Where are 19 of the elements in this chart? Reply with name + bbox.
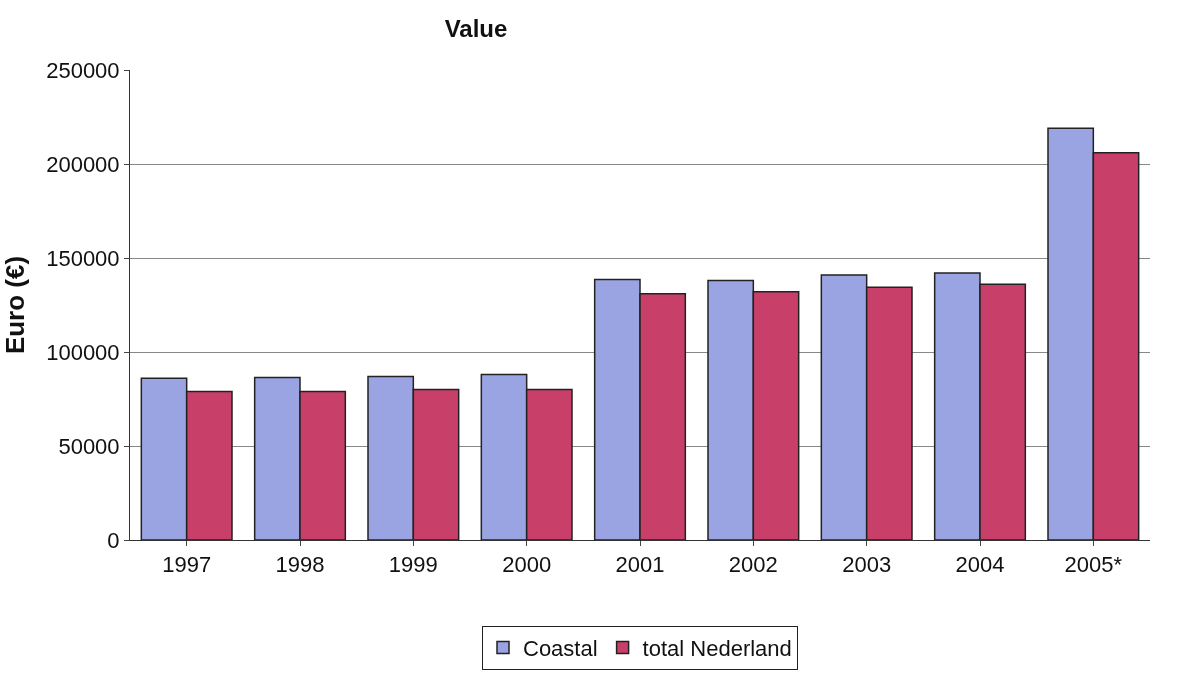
y-axis-title: Euro (€) (0, 255, 30, 355)
chart-title: Value (444, 15, 508, 43)
x-tick-label: 2000 (502, 552, 552, 578)
x-tick-label: 2003 (842, 552, 892, 578)
y-tick-label: 250000 (46, 57, 120, 83)
legend-label: total Nederland (642, 636, 792, 662)
legend-label: Coastal (523, 636, 598, 662)
x-tick-label: 2004 (955, 552, 1005, 578)
y-tick-label: 0 (107, 527, 120, 553)
y-tick-label: 150000 (46, 245, 120, 271)
x-tick-label: 2005* (1064, 552, 1123, 578)
y-tick-label: 100000 (46, 339, 120, 365)
x-tick-label: 1997 (162, 552, 212, 578)
x-tick-label: 2001 (615, 552, 665, 578)
y-tick-label: 200000 (46, 151, 120, 177)
x-tick-label: 1998 (275, 552, 325, 578)
x-tick-label: 2002 (728, 552, 778, 578)
x-tick-label: 1999 (388, 552, 438, 578)
y-tick-label: 50000 (58, 433, 120, 459)
